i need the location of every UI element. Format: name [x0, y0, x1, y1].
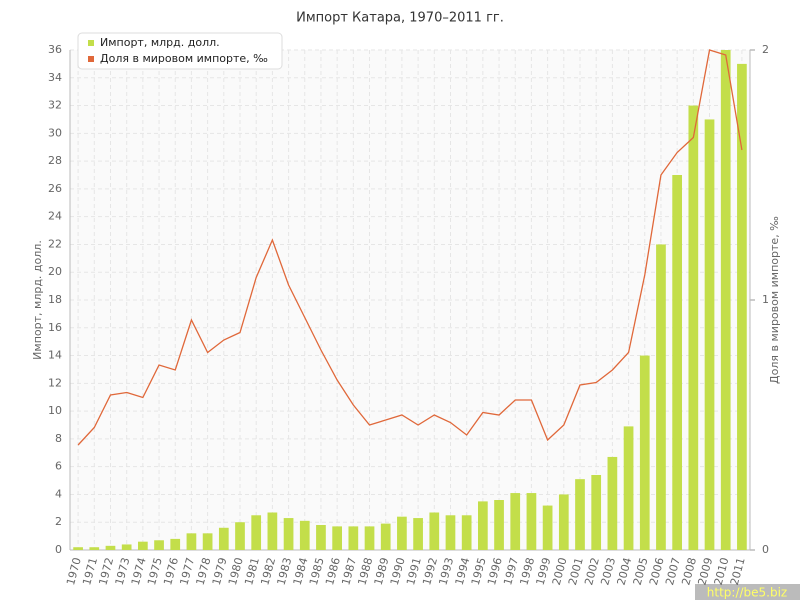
y-tick-label: 30: [48, 126, 62, 139]
bar: [445, 515, 456, 550]
bar: [607, 456, 618, 550]
bar: [332, 526, 342, 550]
y-axis-title: Импорт, млрд. долл.: [31, 240, 44, 360]
bar: [656, 244, 666, 550]
y2-tick-label: 1: [762, 293, 769, 306]
y-tick-label: 36: [48, 43, 62, 56]
legend-box: [77, 32, 283, 70]
bar: [364, 526, 375, 550]
bar: [380, 523, 391, 550]
y-tick-label: 32: [48, 99, 62, 112]
bar: [510, 493, 521, 550]
y-tick-label: 20: [48, 265, 62, 278]
bar: [478, 501, 488, 550]
bar: [348, 526, 359, 550]
bar: [720, 50, 731, 550]
bar: [186, 533, 197, 550]
bar: [154, 540, 164, 550]
bar: [688, 105, 699, 551]
bar: [397, 516, 407, 550]
y-tick-label: 0: [55, 543, 62, 556]
bar: [558, 494, 569, 550]
chart-title: Импорт Катара, 1970–2011 гг.: [296, 11, 504, 26]
legend-label: Доля в мировом импорте, ‰: [100, 52, 268, 65]
bar: [591, 475, 602, 550]
bar: [299, 520, 310, 550]
y-tick-label: 10: [48, 404, 62, 417]
y-tick-label: 2: [55, 515, 62, 528]
bar: [526, 493, 537, 550]
watermark-bg: [695, 584, 800, 600]
bar: [267, 512, 278, 550]
bar: [575, 479, 585, 550]
y2-tick-label: 2: [762, 43, 769, 56]
y-tick-label: 18: [48, 293, 62, 306]
bar: [494, 500, 504, 550]
bar: [73, 547, 83, 550]
y-tick-label: 14: [48, 349, 62, 362]
y-tick-label: 22: [48, 237, 62, 250]
bar: [235, 522, 245, 550]
legend-swatch: [88, 40, 94, 46]
legend-label: Импорт, млрд. долл.: [100, 36, 220, 49]
bar: [283, 518, 294, 550]
y2-tick-label: 0: [762, 543, 769, 556]
y-tick-label: 6: [55, 460, 62, 473]
y-tick-label: 16: [48, 321, 62, 334]
bar: [429, 512, 440, 550]
bar: [623, 426, 634, 550]
bar: [316, 525, 326, 550]
bar: [170, 538, 181, 550]
bar: [672, 175, 682, 550]
bar: [704, 119, 715, 550]
bar: [251, 515, 262, 550]
legend-swatch: [88, 56, 94, 62]
bar: [202, 533, 213, 550]
bar: [105, 545, 116, 550]
bar: [89, 547, 100, 550]
bar: [542, 505, 553, 550]
y2-axis-title: Доля в мировом импорте, ‰: [768, 216, 781, 384]
legend: Импорт, млрд. долл. Доля в мировом импорт…: [77, 32, 283, 70]
y-tick-label: 34: [48, 71, 62, 84]
y-tick-label: 8: [55, 432, 62, 445]
y-tick-label: 28: [48, 154, 62, 167]
bar: [218, 527, 229, 550]
bar: [461, 515, 472, 550]
bar: [737, 63, 747, 551]
bar: [138, 541, 148, 550]
y-tick-label: 24: [48, 210, 62, 223]
y-tick-label: 26: [48, 182, 62, 195]
line: [77, 49, 743, 446]
bar: [639, 355, 650, 550]
bar: [121, 544, 132, 550]
y-tick-label: 4: [55, 487, 62, 500]
watermark: http://be5.biz: [707, 586, 787, 600]
y-tick-label: 12: [48, 376, 62, 389]
bar: [413, 518, 423, 550]
